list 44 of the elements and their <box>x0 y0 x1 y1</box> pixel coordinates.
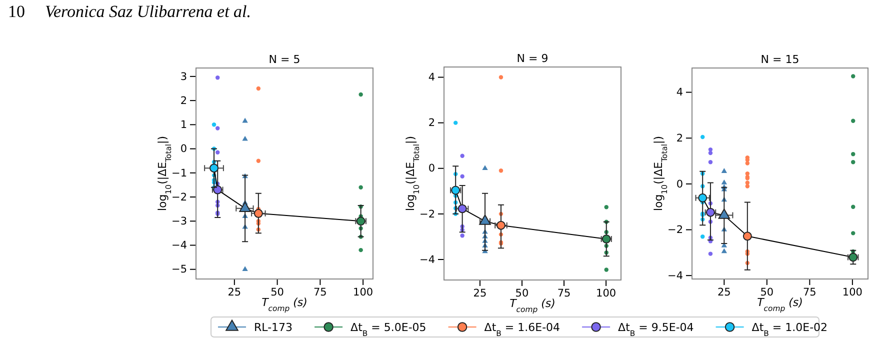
y-tick-label: −2 <box>172 191 187 204</box>
y-tick-label: 2 <box>676 132 683 144</box>
y-tick-label: −4 <box>668 270 684 282</box>
legend-label: Δt$_{B}$ = 5.0E-05 <box>350 321 426 338</box>
x-tick-label: 50 <box>515 287 529 300</box>
y-tick-label: 1 <box>180 119 187 132</box>
x-tick-label: 25 <box>717 286 731 298</box>
y-tick-label: −2 <box>668 224 683 236</box>
y-tick-label: −3 <box>172 215 187 228</box>
chart-title: N = 9 <box>516 52 548 65</box>
y-tick-label: 2 <box>180 94 187 107</box>
x-axis-title: T$_{comp}$ (s) <box>262 296 308 312</box>
y-tick-label: −4 <box>172 240 188 252</box>
x-tick-label: 75 <box>557 287 571 300</box>
text: Veronica Saz Ulibarrena et al. <box>45 2 252 21</box>
legend-label: RL-173 <box>254 321 293 334</box>
x-tick-label: 25 <box>473 287 487 300</box>
x-tick-label: 25 <box>228 286 242 298</box>
y-tick-label: 0 <box>428 162 435 175</box>
x-tick-label: 100 <box>596 287 616 300</box>
chart-title: N = 5 <box>268 53 300 66</box>
legend-label: Δt$_{B}$ = 9.5E-04 <box>618 321 694 338</box>
x-tick-label: 100 <box>353 286 374 298</box>
x-tick-label: 50 <box>270 286 284 298</box>
x-tick-label: 75 <box>802 286 816 298</box>
y-tick-label: −1 <box>172 167 187 180</box>
y-tick-label: −4 <box>420 254 436 266</box>
y-tick-label: −2 <box>420 208 435 220</box>
x-axis-title: T$_{comp}$ (s) <box>757 296 803 312</box>
y-tick-label: 3 <box>180 70 187 83</box>
x-tick-label: 100 <box>842 286 862 298</box>
y-tick-label: 0 <box>676 178 683 190</box>
y-tick-label: 4 <box>676 86 684 99</box>
text: 10 <box>8 2 25 21</box>
y-tick-label: 4 <box>428 72 436 84</box>
legend-label: Δt$_{B}$ = 1.0E-02 <box>752 321 828 338</box>
x-axis-title: T$_{comp}$ (s) <box>510 297 556 314</box>
x-tick-label: 50 <box>760 286 774 298</box>
y-tick-label: −5 <box>172 264 187 276</box>
chart-title: N = 15 <box>760 53 800 66</box>
legend-label: Δt$_{B}$ = 1.6E-04 <box>484 321 560 338</box>
x-tick-label: 75 <box>313 286 327 298</box>
y-tick-label: 0 <box>180 143 187 156</box>
y-tick-label: 2 <box>428 117 435 130</box>
